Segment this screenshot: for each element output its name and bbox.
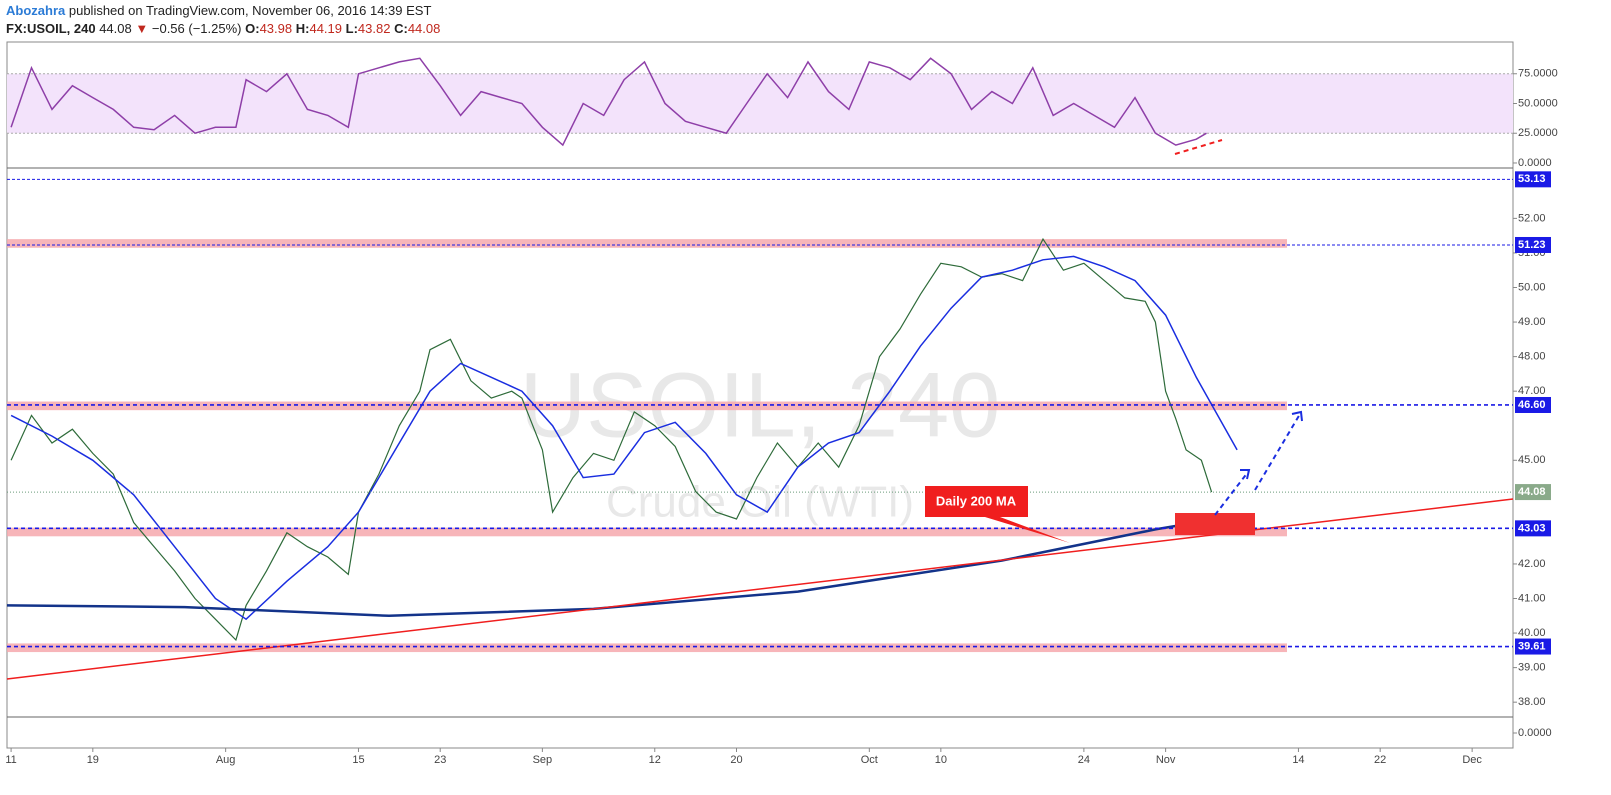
ohlc-value: 44.19 bbox=[309, 21, 343, 36]
x-tick-label: 12 bbox=[649, 754, 661, 766]
ohlc-value: 43.82 bbox=[357, 21, 391, 36]
y-tick-label: 41.00 bbox=[1518, 592, 1546, 604]
publish-line: Abozahra published on TradingView.com, N… bbox=[6, 2, 440, 20]
level-tag bbox=[1515, 520, 1551, 537]
zone bbox=[7, 401, 1287, 411]
x-tick-label: Oct bbox=[861, 754, 878, 766]
ohlc-label: C: bbox=[394, 21, 408, 36]
level-tag bbox=[1515, 638, 1551, 655]
y-tick-label: 52.00 bbox=[1518, 212, 1546, 224]
header: Abozahra published on TradingView.com, N… bbox=[6, 2, 440, 38]
x-tick-label: 14 bbox=[1292, 754, 1304, 766]
ohlc-label: L: bbox=[345, 21, 358, 36]
y-tick-label: 39.00 bbox=[1518, 662, 1546, 674]
y-tick-label: 50.00 bbox=[1518, 281, 1546, 293]
last-price-tag bbox=[1515, 484, 1551, 501]
series-line bbox=[10, 237, 1213, 642]
y-tick-label: 40.00 bbox=[1518, 627, 1546, 639]
x-tick-label: 19 bbox=[87, 754, 99, 766]
y-tick-label: 0.0000 bbox=[1518, 727, 1552, 739]
callout-text: Daily 200 MA bbox=[936, 493, 1017, 508]
projection-arrow bbox=[1254, 413, 1301, 491]
y-tick-label: 38.00 bbox=[1518, 696, 1546, 708]
level-tag bbox=[1515, 171, 1551, 188]
level-label: 46.60 bbox=[1518, 399, 1546, 411]
level-label: 51.23 bbox=[1518, 239, 1546, 251]
rsi-band bbox=[7, 73, 1513, 134]
x-tick-label: Aug bbox=[216, 754, 236, 766]
y-tick-label: 45.00 bbox=[1518, 454, 1546, 466]
zone bbox=[7, 527, 1287, 537]
x-tick-label: Nov bbox=[1156, 754, 1176, 766]
level-tag bbox=[1515, 396, 1551, 413]
level-label: 43.03 bbox=[1518, 522, 1546, 534]
y-tick-label: 47.00 bbox=[1518, 385, 1546, 397]
ohlc-label: H: bbox=[295, 21, 310, 36]
y-tick-label: 50.0000 bbox=[1518, 97, 1558, 109]
ohlc: O:43.98 H:44.19 L:43.82 C:44.08 bbox=[245, 21, 440, 36]
ohlc-value: 43.98 bbox=[259, 21, 293, 36]
rsi-divergence bbox=[1174, 139, 1223, 155]
direction: ▼ bbox=[135, 21, 149, 36]
quote-line: FX:USOIL, 240 44.08 ▼ −0.56 (−1.25%) O:4… bbox=[6, 20, 440, 38]
target-box bbox=[1175, 513, 1255, 535]
callout bbox=[925, 486, 1070, 543]
level-tag bbox=[1515, 236, 1551, 253]
x-tick-label: 20 bbox=[730, 754, 742, 766]
series-line bbox=[6, 514, 1238, 618]
zone bbox=[7, 239, 1287, 248]
y-tick-label: 0.0000 bbox=[1518, 157, 1552, 169]
change: −0.56 (−1.25%) bbox=[151, 21, 242, 36]
y-tick-label: 42.00 bbox=[1518, 558, 1546, 570]
series-line bbox=[10, 57, 1207, 147]
ohlc-label: O: bbox=[245, 21, 260, 36]
x-tick-label: 15 bbox=[352, 754, 364, 766]
y-tick-label: 75.0000 bbox=[1518, 68, 1558, 80]
plot: 38.00 39.00 40.00 41.00 42.00 45.00 47.00 48.00… bbox=[5, 57, 1558, 766]
author[interactable]: Abozahra bbox=[6, 3, 66, 18]
frame bbox=[6, 41, 1514, 749]
y-tick-label: 48.00 bbox=[1518, 351, 1546, 363]
x-tick-label: 10 bbox=[935, 754, 947, 766]
x-tick-label: 11 bbox=[5, 754, 16, 766]
x-tick-label: 23 bbox=[434, 754, 446, 766]
series-line bbox=[10, 255, 1238, 621]
x-tick-label: 24 bbox=[1078, 754, 1090, 766]
last: 44.08 bbox=[99, 21, 132, 36]
zone bbox=[7, 643, 1287, 653]
x-tick-label: Sep bbox=[533, 754, 553, 766]
y-tick-label: 25.0000 bbox=[1518, 127, 1558, 139]
symbol: FX:USOIL, 240 bbox=[6, 21, 96, 36]
projection-arrow bbox=[1214, 471, 1249, 516]
arrow-head bbox=[1240, 469, 1251, 480]
y-tick-label: 49.00 bbox=[1518, 316, 1546, 328]
x-tick-label: Dec bbox=[1462, 754, 1482, 766]
watermark: Crude Oil (WTI) bbox=[606, 478, 914, 527]
arrow-head bbox=[1291, 410, 1303, 422]
level-label: 39.61 bbox=[1518, 640, 1546, 652]
published: published on TradingView.com, November 0… bbox=[68, 3, 432, 18]
x-tick-label: 22 bbox=[1374, 754, 1386, 766]
ohlc-value: 44.08 bbox=[407, 21, 441, 36]
level-label: 53.13 bbox=[1518, 173, 1546, 185]
last-price-label: 44.08 bbox=[1518, 486, 1546, 498]
